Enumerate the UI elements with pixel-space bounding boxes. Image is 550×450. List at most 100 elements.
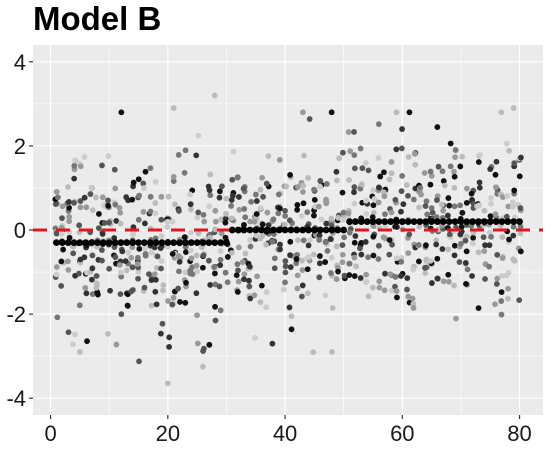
- data-point: [147, 165, 154, 172]
- data-point: [271, 255, 278, 262]
- data-point: [165, 193, 172, 200]
- data-point: [105, 330, 111, 337]
- data-point: [504, 193, 511, 199]
- y-tick-label: 2: [14, 134, 26, 159]
- step-point: [82, 239, 90, 247]
- data-point: [310, 251, 317, 258]
- data-point: [236, 206, 243, 213]
- step-point: [193, 239, 201, 247]
- data-point: [439, 168, 446, 175]
- data-point: [370, 209, 377, 216]
- data-point: [176, 258, 183, 265]
- data-point: [294, 202, 301, 208]
- data-point: [106, 265, 113, 272]
- outlier-point: [76, 349, 83, 355]
- data-point: [498, 109, 505, 116]
- data-point: [58, 258, 65, 265]
- step-point: [269, 226, 277, 234]
- data-point: [294, 206, 301, 213]
- data-point: [83, 290, 90, 297]
- data-point: [363, 211, 370, 217]
- data-point: [277, 246, 283, 253]
- data-point: [424, 211, 431, 218]
- data-point: [351, 189, 357, 196]
- step-point: [305, 226, 312, 234]
- data-point: [76, 302, 83, 309]
- data-point: [246, 277, 252, 284]
- data-point: [181, 234, 188, 241]
- data-point: [492, 301, 498, 308]
- y-tick-label: -4: [6, 386, 26, 411]
- data-point: [475, 305, 482, 312]
- data-point: [351, 273, 358, 279]
- data-point: [476, 184, 483, 191]
- data-point: [247, 218, 254, 225]
- step-point: [422, 218, 430, 225]
- data-point: [339, 259, 346, 266]
- data-point: [339, 251, 346, 258]
- data-point: [235, 278, 242, 285]
- data-point: [158, 265, 164, 272]
- data-point: [201, 218, 208, 225]
- data-point: [299, 282, 306, 289]
- data-point: [100, 202, 107, 209]
- data-point: [351, 152, 358, 159]
- data-point: [58, 283, 65, 289]
- step-point: [510, 218, 518, 225]
- data-point: [305, 175, 311, 181]
- step-point: [322, 226, 330, 234]
- data-point: [428, 173, 435, 179]
- data-point: [357, 275, 364, 281]
- step-point: [223, 239, 230, 247]
- data-point: [66, 204, 72, 211]
- data-point: [493, 281, 500, 287]
- data-point: [492, 171, 499, 178]
- data-point: [505, 203, 512, 210]
- data-point: [182, 269, 189, 276]
- data-point: [433, 237, 440, 244]
- data-point: [282, 213, 289, 219]
- data-point: [151, 271, 158, 277]
- data-point: [82, 285, 89, 291]
- data-point: [371, 196, 378, 202]
- data-point: [359, 165, 366, 172]
- data-point: [293, 256, 300, 262]
- data-point: [106, 219, 112, 226]
- data-point: [422, 264, 428, 271]
- data-point: [65, 184, 71, 190]
- data-point: [217, 256, 224, 263]
- data-point: [99, 257, 105, 264]
- data-point: [152, 200, 159, 206]
- data-point: [328, 254, 335, 261]
- data-point: [392, 223, 399, 230]
- data-point: [339, 217, 346, 223]
- step-point: [328, 226, 336, 234]
- data-point: [299, 257, 305, 264]
- data-point: [160, 282, 167, 289]
- data-point: [315, 203, 322, 210]
- data-point: [381, 193, 388, 200]
- data-point: [99, 247, 105, 253]
- data-point: [398, 188, 405, 195]
- data-point: [77, 198, 84, 204]
- data-point: [447, 231, 453, 238]
- data-point: [228, 215, 235, 222]
- step-point: [404, 218, 412, 225]
- data-point: [158, 216, 165, 223]
- data-point: [375, 199, 382, 206]
- data-point: [242, 250, 249, 257]
- data-point: [398, 273, 404, 279]
- data-point: [421, 170, 428, 176]
- data-point: [93, 194, 99, 201]
- data-point: [352, 233, 359, 239]
- data-point: [263, 304, 270, 311]
- data-point: [165, 298, 171, 304]
- data-point: [265, 153, 272, 160]
- data-point: [457, 163, 464, 170]
- data-point: [140, 208, 147, 215]
- data-point: [377, 173, 384, 180]
- data-point: [476, 179, 483, 186]
- data-point: [216, 283, 223, 290]
- data-point: [389, 241, 395, 248]
- data-point: [333, 276, 340, 283]
